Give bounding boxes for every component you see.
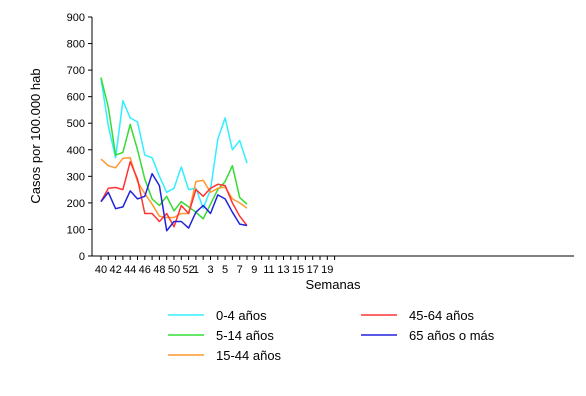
legend-label: 65 años o más [409, 328, 495, 343]
y-tick-label: 900 [67, 12, 85, 24]
y-tick-label: 500 [67, 118, 85, 130]
x-tick-label: 17 [307, 264, 319, 276]
x-tick-label: 1 [193, 264, 199, 276]
x-tick-label: 46 [139, 264, 151, 276]
series-line-0-4-a-os [100, 78, 248, 209]
y-axis-title: Casos por 100.000 hab [28, 68, 43, 203]
x-tick-label: 44 [124, 264, 136, 276]
x-tick-label: 15 [292, 264, 304, 276]
x-tick-label: 42 [109, 264, 121, 276]
legend-label: 15-44 años [216, 348, 282, 363]
series-line-5-14-a-os [100, 77, 248, 220]
x-tick-label: 50 [168, 264, 180, 276]
series-line-45-64-a-os [100, 160, 248, 228]
series-line-15-44-a-os [100, 156, 248, 219]
x-tick-label: 9 [251, 264, 257, 276]
y-tick-label: 100 [67, 224, 85, 236]
series-line-65-a-os-o-m-s [100, 172, 248, 232]
x-tick-label: 7 [237, 264, 243, 276]
y-tick-label: 600 [67, 92, 85, 104]
x-tick-label: 5 [222, 264, 228, 276]
y-tick-label: 200 [67, 198, 85, 210]
x-tick-label: 11 [263, 264, 274, 276]
legend-label: 0-4 años [216, 308, 267, 323]
x-axis-title: Semanas [306, 277, 361, 292]
x-tick-label: 52 [182, 264, 194, 276]
x-tick-label: 19 [321, 264, 333, 276]
x-tick-label: 13 [277, 264, 289, 276]
y-tick-label: 800 [67, 39, 85, 51]
x-tick-label: 3 [207, 264, 213, 276]
y-tick-label: 300 [67, 171, 85, 183]
legend-label: 45-64 años [409, 308, 475, 323]
y-tick-label: 700 [67, 65, 85, 77]
y-tick-label: 400 [67, 145, 85, 157]
legend-label: 5-14 años [216, 328, 274, 343]
y-tick-label: 0 [79, 251, 85, 263]
x-tick-label: 48 [153, 264, 165, 276]
x-tick-label: 40 [95, 264, 107, 276]
